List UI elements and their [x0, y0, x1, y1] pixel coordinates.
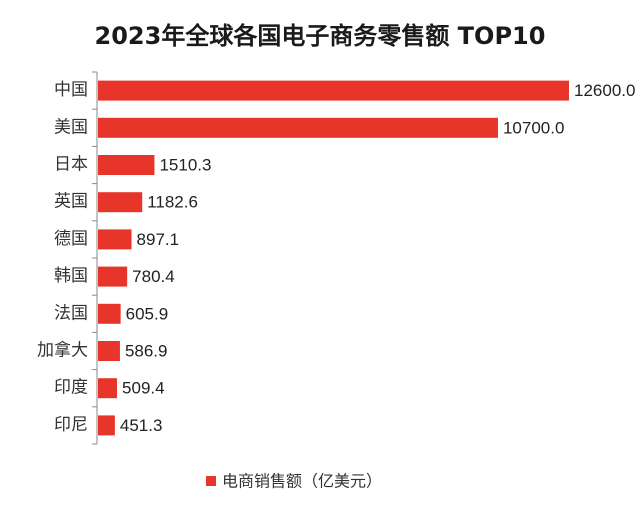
data-label: 897.1 [137, 230, 180, 249]
category-label: 日本 [54, 155, 88, 175]
category-label: 印度 [54, 378, 88, 398]
bar [98, 415, 115, 436]
data-label: 509.4 [122, 379, 165, 398]
legend-label: 电商销售额（亿美元） [222, 472, 382, 491]
data-label: 451.3 [120, 416, 163, 435]
chart-title: 2023年全球各国电子商务零售额 TOP10 [95, 22, 546, 50]
bar [98, 378, 118, 399]
category-label: 美国 [54, 117, 88, 137]
bar [98, 266, 128, 287]
legend-swatch [206, 476, 216, 486]
bar [98, 229, 132, 250]
data-label: 780.4 [132, 267, 175, 286]
bar [98, 192, 143, 213]
category-label: 印尼 [54, 415, 88, 435]
bar [98, 303, 121, 324]
data-label: 586.9 [125, 341, 168, 360]
plot-area: 中国 12600.0 美国 10700.0 日本 1510.3 英国 1182.6 德国 897.… [37, 71, 635, 445]
bar [98, 155, 155, 175]
data-label: 1182.6 [147, 193, 198, 212]
data-label: 605.9 [126, 304, 169, 323]
category-label: 加拿大 [37, 340, 88, 361]
bar [98, 341, 120, 361]
category-label: 法国 [54, 303, 88, 323]
category-label: 英国 [54, 192, 88, 212]
legend: 电商销售额（亿美元） [206, 472, 382, 491]
data-label: 12600.0 [574, 81, 635, 100]
category-label: 德国 [54, 229, 88, 249]
data-label: 10700.0 [503, 118, 564, 137]
category-label: 韩国 [54, 266, 88, 286]
data-label: 1510.3 [159, 155, 211, 174]
bar [98, 117, 498, 138]
bar [98, 80, 569, 101]
category-label: 中国 [54, 80, 88, 100]
